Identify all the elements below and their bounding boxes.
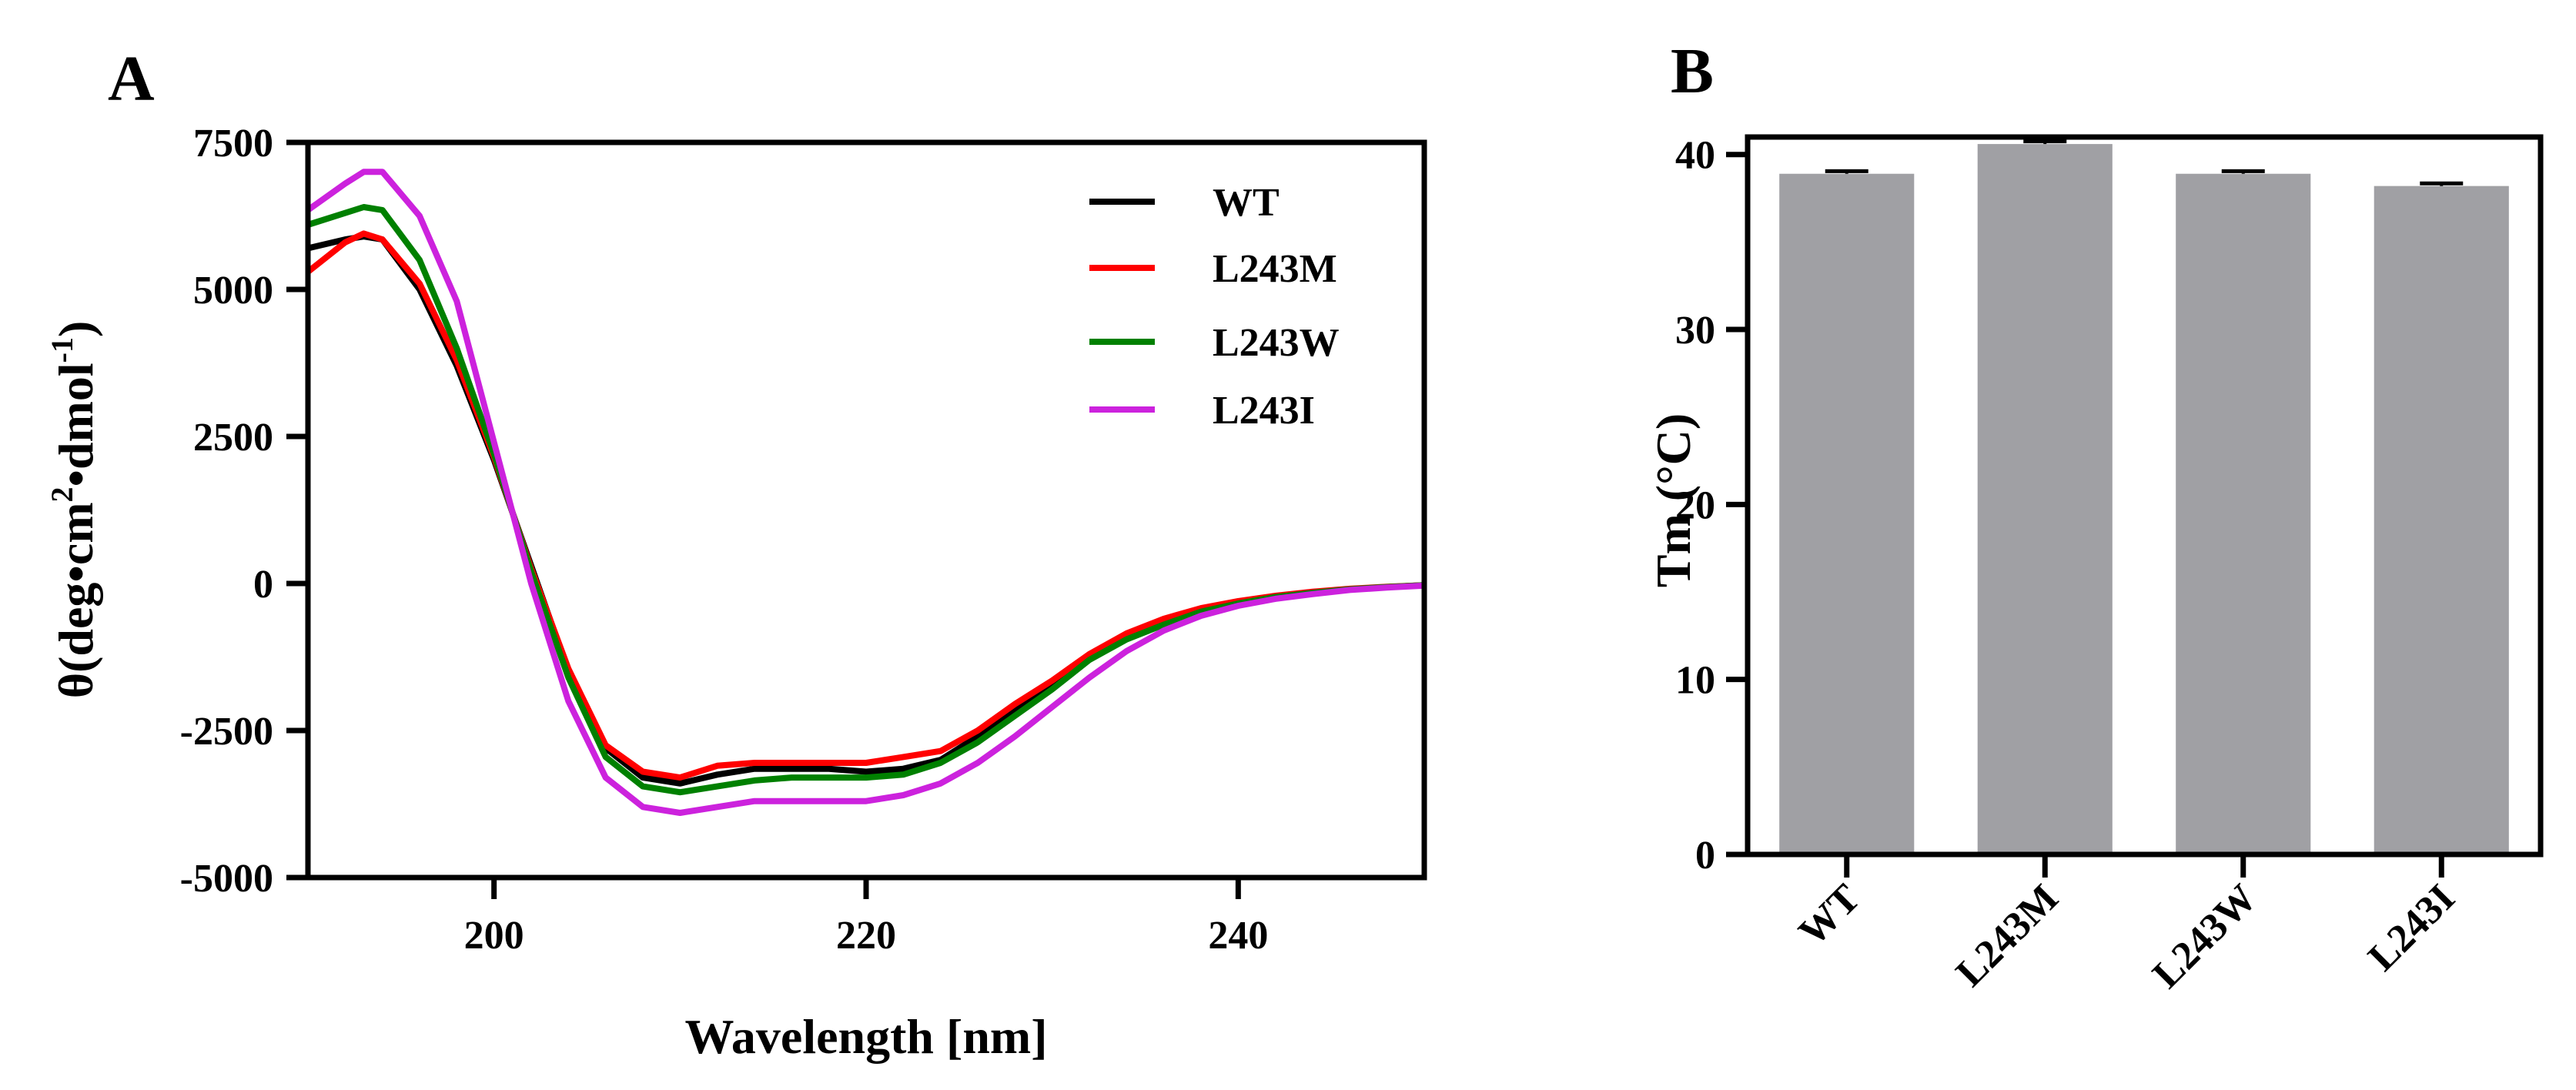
x-tick-label: L243M [1948, 876, 2067, 995]
axes: -5000 -2500 0 2500 5000 7500 200 220 240 [180, 122, 1269, 958]
x-tick-label: L243W [2144, 876, 2265, 997]
plot-frame [305, 139, 1427, 881]
series-line-l243m [306, 230, 1425, 781]
bar-l243w [2176, 173, 2311, 855]
y-tick-label: -2500 [180, 710, 273, 754]
panel-b-label: B [1671, 35, 1714, 107]
legend-item-l243i: L243I [1089, 389, 1315, 433]
legend-item-l243m: L243M [1089, 247, 1337, 291]
legend-label: L243I [1213, 389, 1315, 433]
x-tick-label: 200 [464, 914, 524, 958]
bar-wt [1779, 173, 1915, 855]
legend-label: L243M [1213, 247, 1337, 291]
x-axis-title: Wavelength [nm] [684, 1009, 1047, 1064]
y-tick-label: -5000 [180, 857, 273, 901]
bars [1779, 139, 2509, 855]
y-axis-title: Tm (°C) [1646, 413, 1701, 587]
series-lines [306, 169, 1425, 816]
legend: WT L243M L243W L243I [1089, 181, 1340, 433]
y-tick-label: 10 [1675, 659, 1715, 703]
bar-l243i [2374, 186, 2509, 854]
bar-l243m [1977, 144, 2113, 855]
series-line-l243i [306, 169, 1425, 816]
plot-frame [1745, 134, 2544, 858]
series-line-wt [307, 233, 1425, 787]
y-tick-label: 5000 [193, 269, 273, 313]
y-axis-title: θ(deg•cm2•dmol-1) [45, 321, 103, 699]
y-tick-label: 0 [1695, 834, 1715, 878]
x-tick-label: 240 [1208, 914, 1268, 958]
y-tick-label: 0 [253, 563, 273, 607]
cd-spectrum-chart: -5000 -2500 0 2500 5000 7500 200 220 240 Wavelen… [45, 122, 1427, 1064]
x-tick-label: 220 [836, 914, 896, 958]
tm-bar-chart: WT L243M L243W L243I 0 10 20 30 40 Tm (°C) [1646, 134, 2544, 997]
legend-item-wt: WT [1089, 181, 1280, 225]
y-tick-label: 7500 [193, 122, 273, 166]
panel-a-label: A [108, 43, 155, 115]
x-tick-label: L243I [2360, 876, 2463, 979]
y-tick-label: 20 [1675, 483, 1715, 527]
legend-label: L243W [1213, 321, 1340, 365]
legend-label: WT [1213, 181, 1280, 225]
y-tick-label: 30 [1675, 309, 1715, 353]
series-line-l243w [306, 204, 1425, 796]
legend-item-l243w: L243W [1089, 321, 1340, 365]
y-tick-label: 2500 [193, 416, 273, 460]
x-tick-label: WT [1791, 876, 1869, 955]
y-tick-label: 40 [1675, 134, 1715, 178]
